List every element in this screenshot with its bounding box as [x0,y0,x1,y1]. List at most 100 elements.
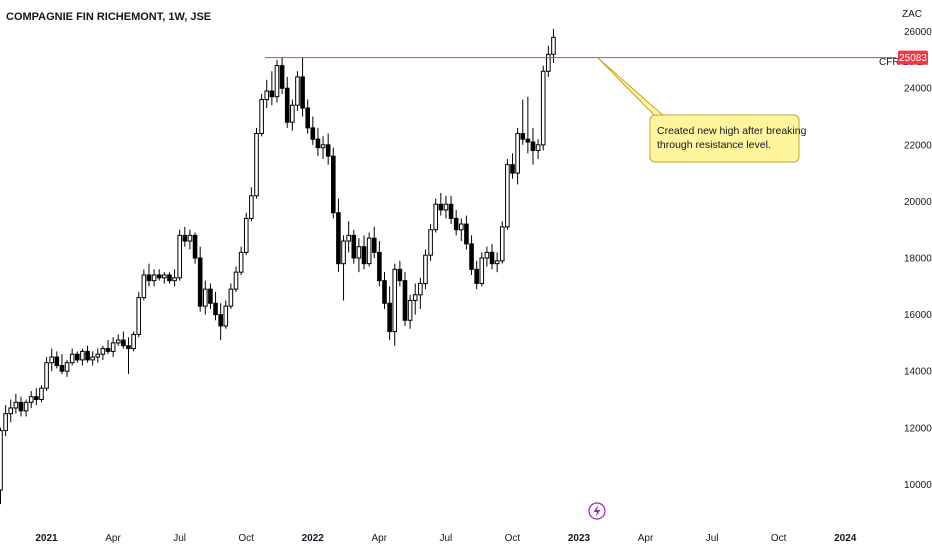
candle[interactable] [269,71,275,106]
candle[interactable] [464,215,469,250]
candle[interactable] [146,263,152,287]
candle[interactable] [510,153,515,179]
candle[interactable] [484,246,490,267]
candle[interactable] [525,96,531,154]
candle[interactable] [279,57,285,94]
candle[interactable] [203,280,208,315]
candle[interactable] [23,399,29,417]
candle[interactable] [494,252,500,273]
candle[interactable] [95,348,101,363]
candle[interactable] [39,385,44,403]
candle[interactable] [34,388,39,406]
candle[interactable] [141,269,147,301]
candle[interactable] [167,272,172,284]
candle[interactable] [351,229,357,264]
candle[interactable] [479,252,485,287]
candle[interactable] [8,399,14,423]
candle[interactable] [121,331,126,349]
candle[interactable] [3,405,8,437]
candle[interactable] [80,348,85,366]
candle[interactable] [371,226,377,259]
candle[interactable] [126,337,131,375]
candle[interactable] [162,272,167,284]
candle[interactable] [499,221,505,264]
candle[interactable] [392,263,398,346]
candle[interactable] [331,147,336,219]
candle[interactable] [187,229,193,250]
candle[interactable] [535,139,541,159]
candle[interactable] [387,286,392,341]
candle[interactable] [44,357,49,391]
candle[interactable] [208,283,213,309]
candle[interactable] [172,269,177,287]
candle[interactable] [100,345,106,360]
candle[interactable] [295,71,300,111]
candle[interactable] [192,232,198,264]
candle[interactable] [402,272,408,326]
candle[interactable] [433,198,438,233]
candle[interactable] [320,136,326,159]
candle[interactable] [366,232,372,267]
candle[interactable] [284,76,290,128]
candle[interactable] [228,283,234,309]
candle[interactable] [177,229,182,281]
candle[interactable] [182,226,188,247]
candle[interactable] [346,221,351,253]
candle[interactable] [469,235,474,275]
candle[interactable] [530,127,536,165]
candle[interactable] [69,348,75,366]
candle[interactable] [259,93,264,137]
candle[interactable] [397,260,403,287]
candle[interactable] [54,351,60,369]
candle[interactable] [131,331,136,352]
candle[interactable] [418,277,423,309]
candle[interactable] [540,65,546,151]
candle[interactable] [336,198,341,273]
candle[interactable] [412,283,418,315]
candle[interactable] [64,359,70,377]
candle[interactable] [110,337,116,358]
candle[interactable] [489,243,495,270]
candle[interactable] [13,393,19,414]
candle[interactable] [325,133,331,165]
candle[interactable] [546,45,551,77]
candle[interactable] [249,187,254,222]
candle[interactable] [90,351,95,366]
candle[interactable] [448,195,454,225]
candle[interactable] [459,218,464,242]
candle[interactable] [223,300,229,329]
candle[interactable] [156,269,162,281]
candle[interactable] [341,235,346,301]
candle[interactable] [264,79,270,109]
candle[interactable] [520,99,526,145]
candle[interactable] [197,246,203,312]
candle[interactable] [361,235,367,270]
candle[interactable] [474,260,479,290]
candle[interactable] [443,195,449,219]
candle[interactable] [233,266,239,292]
annotation-callout[interactable]: Created new high after breaking through … [597,57,809,163]
candle[interactable] [18,396,24,417]
candle[interactable] [75,351,80,363]
candle[interactable] [428,224,433,261]
event-marker[interactable] [588,502,606,520]
candle[interactable] [453,209,459,236]
candle[interactable] [274,59,280,103]
candle[interactable] [0,427,3,505]
candle[interactable] [290,99,295,131]
candle[interactable] [382,272,387,309]
candle[interactable] [407,294,413,329]
candle[interactable] [49,348,55,372]
candle[interactable] [28,390,34,408]
candle[interactable] [310,116,316,145]
candle[interactable] [305,99,310,134]
candle[interactable] [85,345,90,363]
candle[interactable] [315,127,321,157]
candle[interactable] [115,334,121,346]
candle[interactable] [356,238,362,273]
candle[interactable] [254,127,259,199]
candle[interactable] [300,57,305,117]
candle[interactable] [218,303,223,341]
candle[interactable] [243,212,249,256]
candle[interactable] [377,241,382,287]
